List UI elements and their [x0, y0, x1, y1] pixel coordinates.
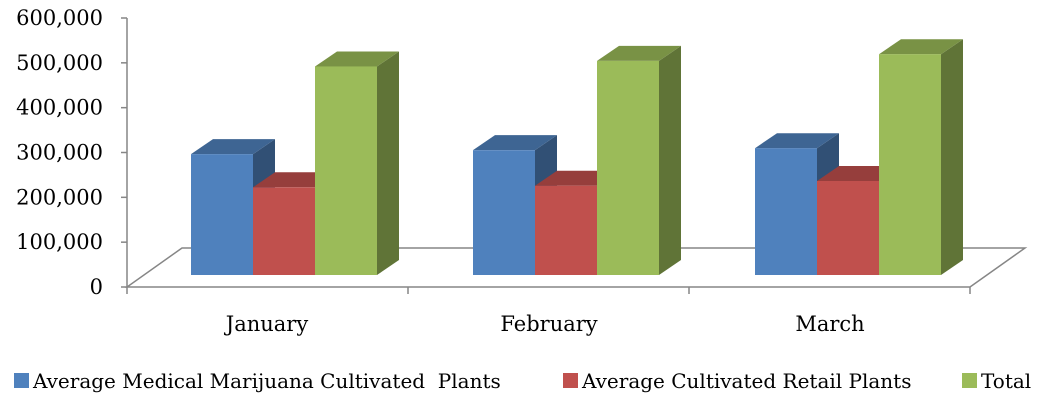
bars — [191, 39, 963, 275]
bar-top — [315, 51, 399, 67]
x-tick-label: January — [224, 312, 309, 336]
bar-front — [879, 54, 941, 275]
x-tick-label: March — [795, 312, 864, 336]
y-tick-label: 400,000 — [16, 96, 103, 120]
legend-label: Average Cultivated Retail Plants — [581, 369, 911, 393]
x-tick-label: February — [500, 312, 597, 336]
bar-top — [597, 45, 681, 61]
bar-side — [941, 39, 963, 275]
y-axis: 0 100,000 200,000 300,000 400,000 500,000 600,… — [16, 6, 127, 299]
legend-label: Average Medical Marijuana Cultivated Pla… — [32, 369, 501, 393]
x-axis-ticks — [126, 287, 971, 294]
bar-top — [191, 139, 275, 155]
bar — [315, 51, 399, 275]
legend: Average Medical Marijuana Cultivated Pla… — [14, 369, 1031, 393]
bar-top — [473, 135, 557, 151]
legend-label: Total — [981, 369, 1031, 393]
bar-side — [659, 45, 681, 275]
y-tick-label: 200,000 — [16, 185, 103, 209]
bar-side — [377, 51, 399, 275]
x-axis: January February March — [224, 312, 865, 336]
bar-top — [755, 133, 839, 149]
bar-front — [597, 60, 659, 275]
legend-swatch — [962, 373, 977, 388]
bar-front — [191, 154, 253, 275]
bar — [597, 45, 681, 275]
y-tick-label: 0 — [90, 275, 103, 299]
bar — [755, 133, 839, 275]
bar-front — [315, 66, 377, 275]
bar-top — [879, 39, 963, 55]
bar-front — [535, 185, 597, 275]
y-tick-label: 500,000 — [16, 51, 103, 75]
bar-front — [755, 148, 817, 275]
y-tick-label: 300,000 — [16, 141, 103, 165]
bar — [879, 39, 963, 275]
legend-swatch — [563, 373, 578, 388]
bar-front — [253, 187, 315, 275]
bar-front — [473, 150, 535, 275]
legend-swatch — [14, 373, 29, 388]
legend-item: Total — [962, 369, 1031, 393]
bar-front — [817, 180, 879, 275]
legend-item: Average Medical Marijuana Cultivated Pla… — [14, 369, 501, 393]
legend-item: Average Cultivated Retail Plants — [563, 369, 911, 393]
y-tick-label: 100,000 — [16, 230, 103, 254]
y-tick-label: 600,000 — [16, 6, 103, 30]
